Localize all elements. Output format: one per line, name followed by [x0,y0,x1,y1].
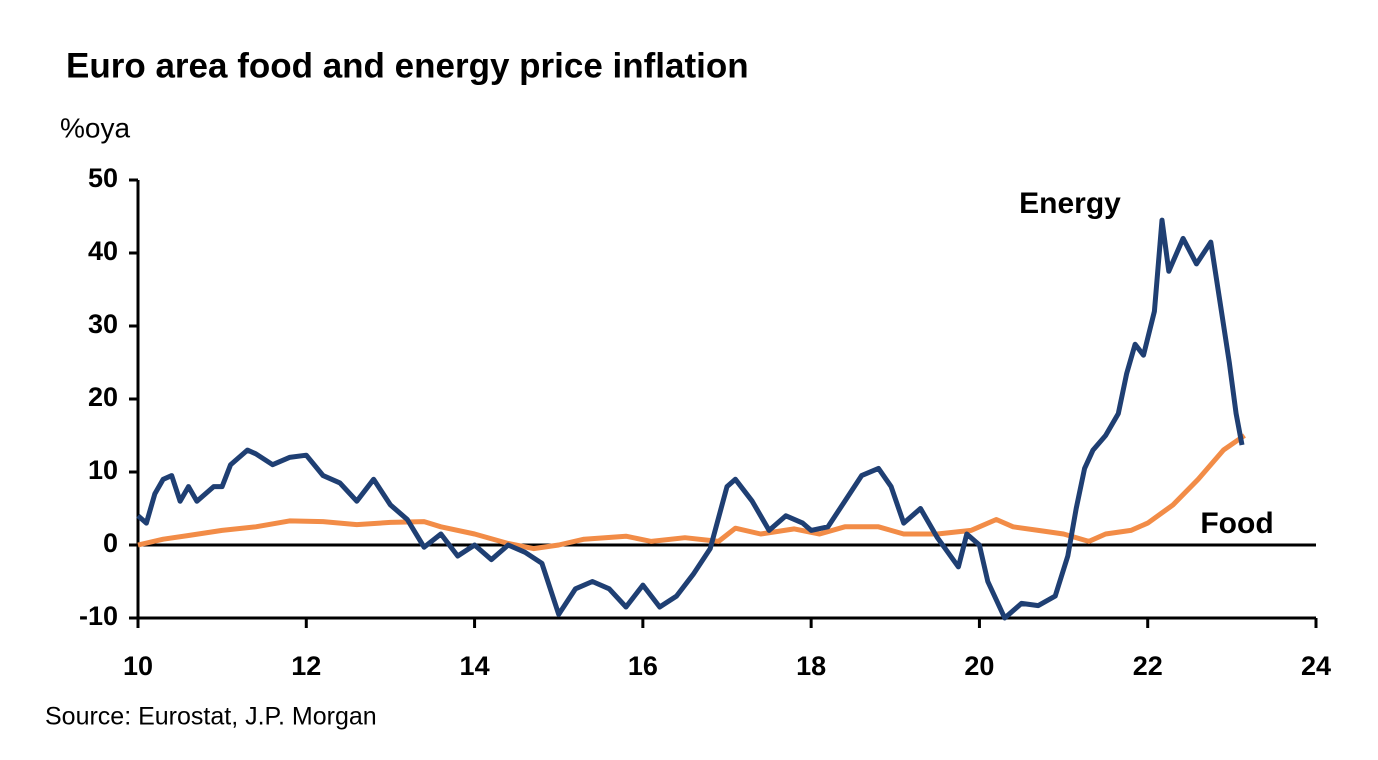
source: Source: Eurostat, J.P. Morgan [45,703,377,731]
series-label: Energy [1019,187,1121,220]
x-tick-label: 10 [123,651,153,681]
x-tick-label: 24 [1301,651,1331,681]
y-axis-label: %oya [60,112,130,143]
x-tick-label: 22 [1133,651,1163,681]
y-tick-label: 10 [88,455,118,485]
y-tick-label: 50 [88,163,118,193]
x-tick-label: 14 [460,651,490,681]
y-tick-label: 0 [103,528,118,558]
y-tick-label: -10 [79,601,118,631]
series-line [137,433,1246,552]
series-label: Food [1200,507,1273,540]
x-tick-label: 18 [796,651,826,681]
y-tick-label: 20 [88,382,118,412]
y-tick-label: 40 [88,236,118,266]
x-tick-label: 12 [291,651,321,681]
chart-title: Euro area food and energy price inflatio… [66,46,749,85]
x-tick-label: 20 [964,651,994,681]
x-tick-label: 16 [628,651,658,681]
series-line [136,217,1245,621]
y-tick-label: 30 [88,309,118,339]
